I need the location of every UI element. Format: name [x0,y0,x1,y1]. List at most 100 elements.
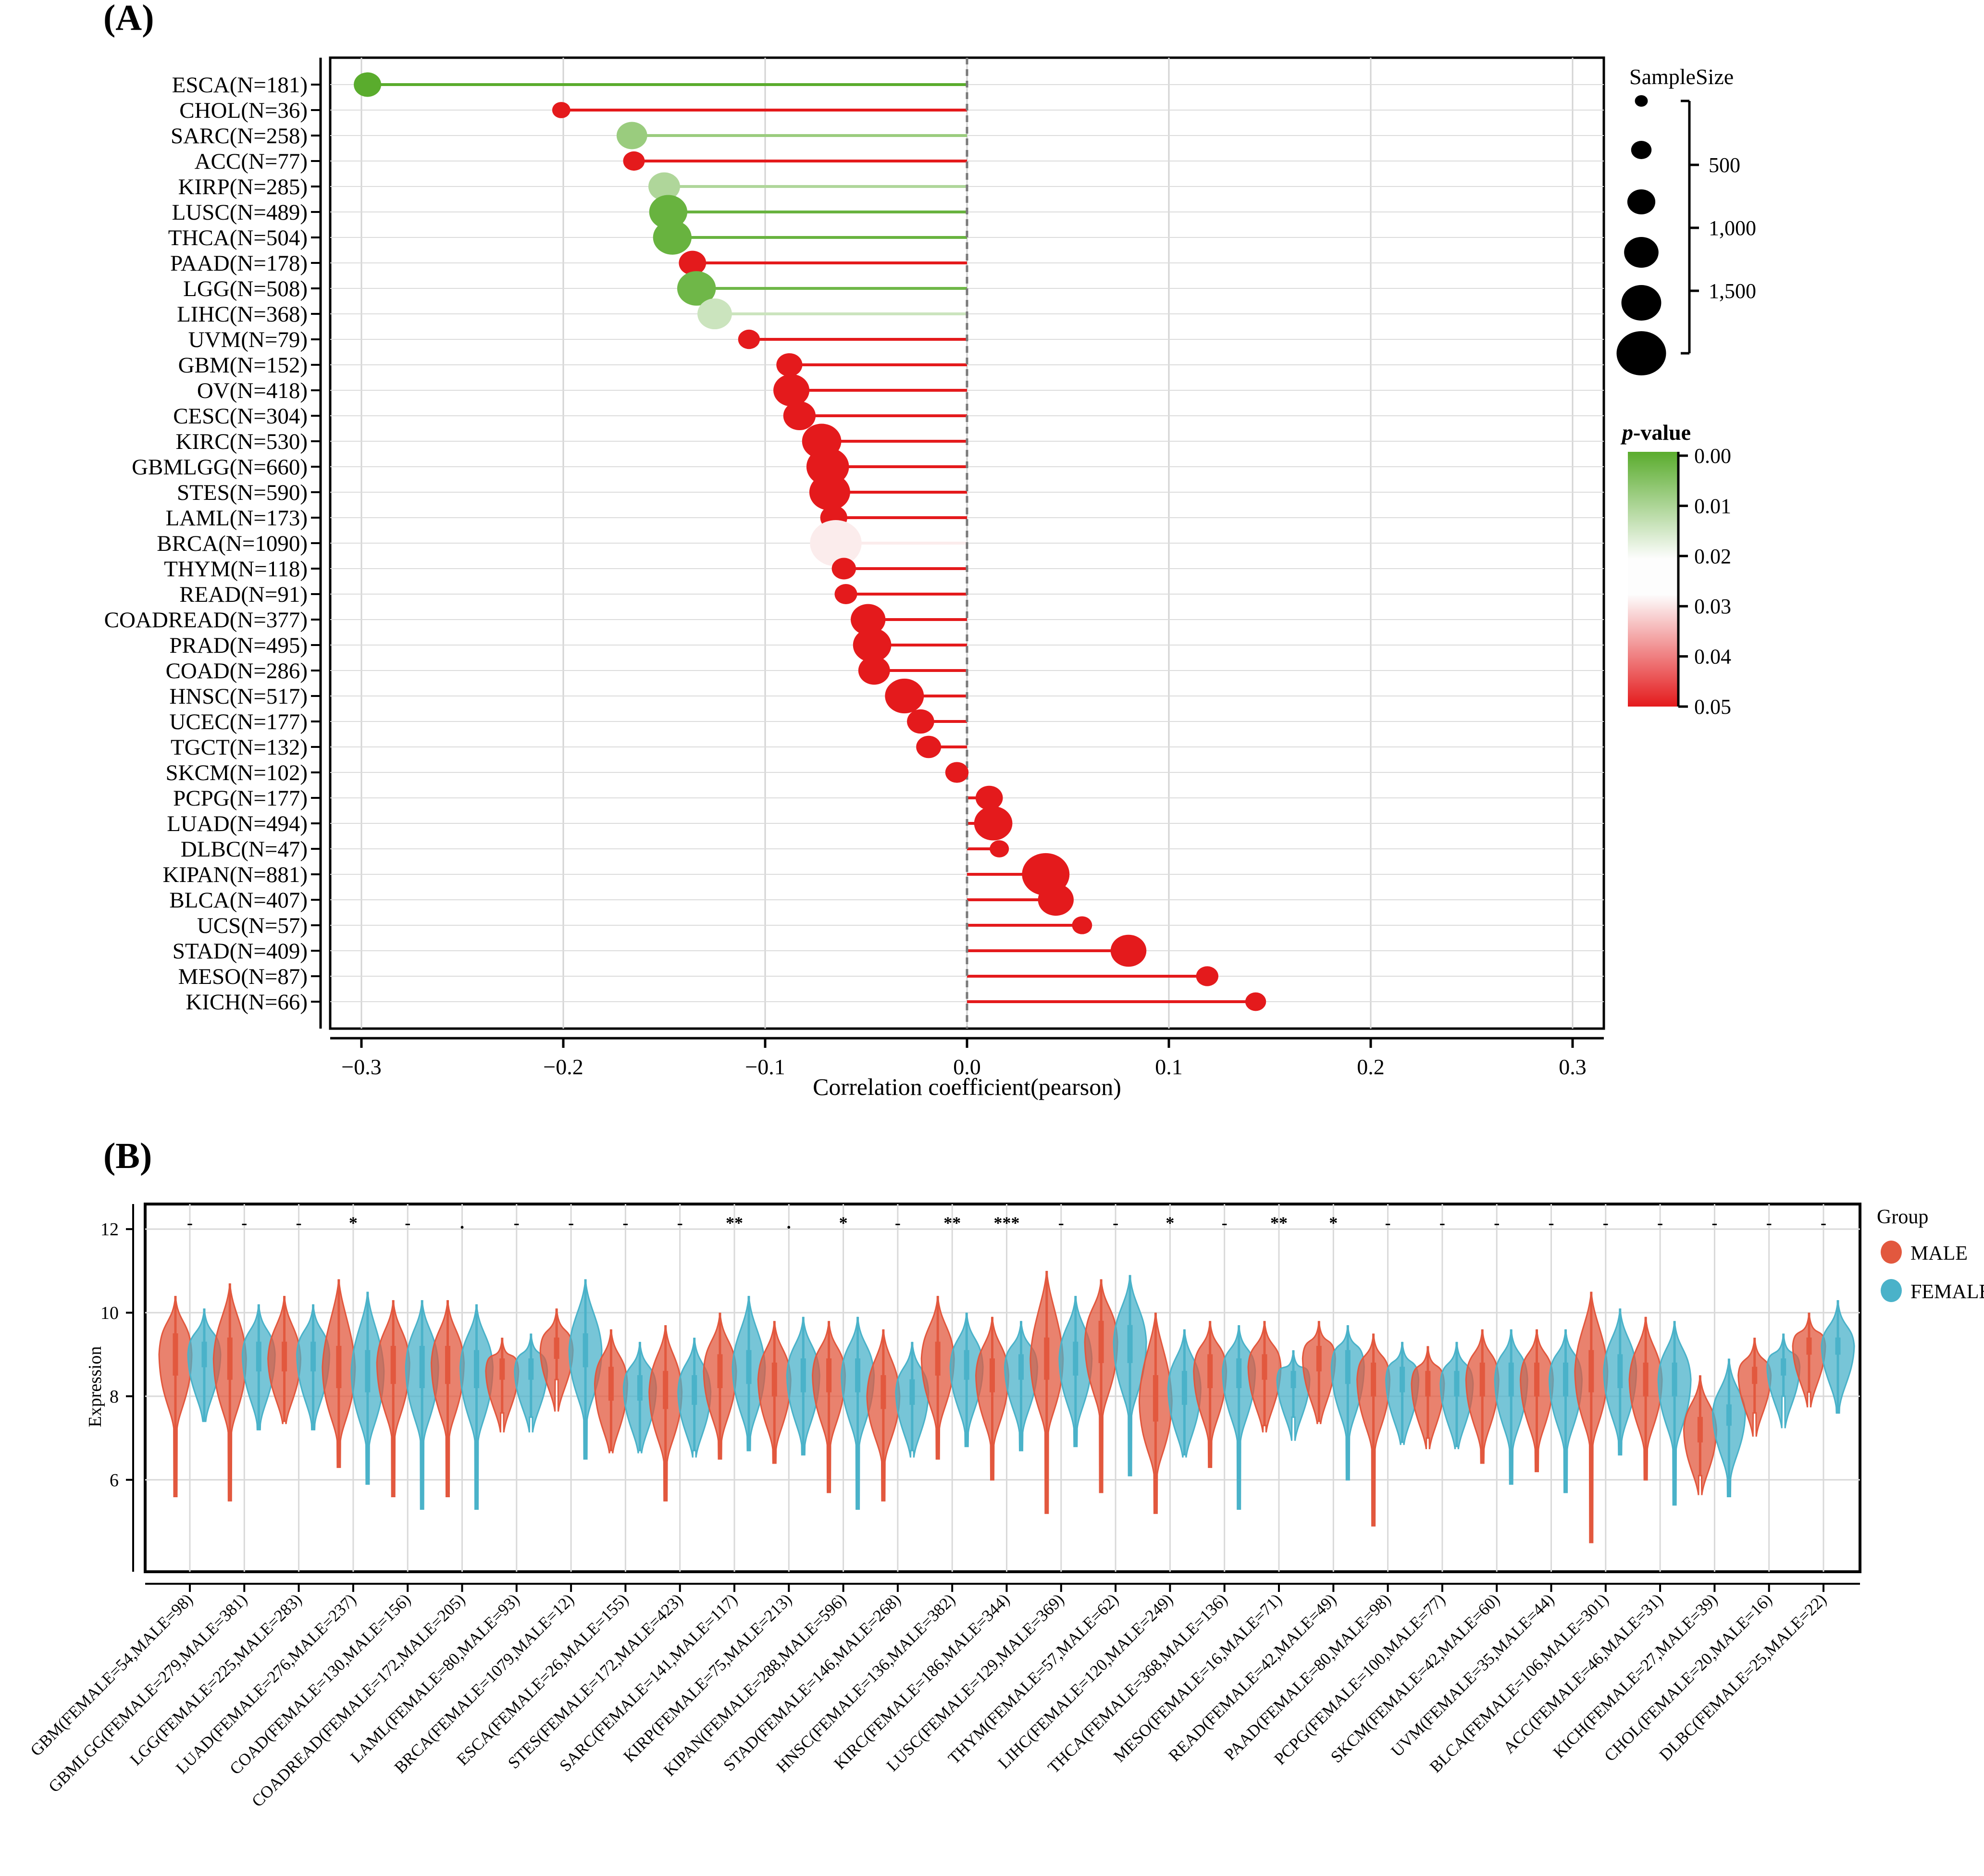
female-box [528,1358,534,1380]
lollipop-point [810,520,862,566]
female-box [310,1342,316,1372]
significance-label: - [1494,1213,1500,1232]
lollipop-point [738,329,760,349]
significance-label: . [460,1213,464,1232]
male-box [554,1337,559,1359]
female-box [1617,1354,1623,1389]
male-box [826,1358,832,1392]
significance-label: ** [1270,1213,1288,1232]
significance-label: - [1113,1213,1118,1232]
category-label: SKCM(N=102) [166,760,308,785]
significance-label: * [349,1213,358,1232]
category-label: KIRP(N=285) [178,174,308,199]
category-label: STAD(N=409) [173,939,308,964]
male-box [1479,1362,1485,1397]
female-box [909,1379,915,1405]
lollipop-point [354,72,382,97]
significance-label: - [1549,1213,1554,1232]
female-box [1345,1350,1351,1384]
sample-size-legend-title: SampleSize [1629,64,1734,89]
category-label: READ(N=91) [179,582,308,607]
y-category-labels: ESCA(N=181)CHOL(N=36)SARC(N=258)ACC(N=77… [104,73,308,1015]
female-box [474,1350,479,1389]
male-box [1098,1320,1104,1363]
category-label: STES(N=590) [177,480,308,505]
male-box [1588,1350,1594,1392]
significance-label: - [677,1213,683,1232]
lollipop-point [653,220,692,255]
male-box [1643,1362,1649,1397]
category-label: LAML(N=173) [166,506,308,531]
male-box [880,1375,886,1409]
male-box [1153,1375,1158,1422]
significance-label: * [839,1213,848,1232]
significance-label: ** [726,1213,743,1232]
male-box [227,1337,233,1380]
p-value-colorbar [1628,452,1678,707]
category-label: KICH(N=66) [186,990,308,1015]
category-label: TGCT(N=132) [171,735,308,760]
lollipop-point [853,628,892,662]
male-box [390,1346,396,1384]
male-box [935,1342,941,1376]
category-label: GBMLGG(FEMALE=279,MALE=381) [45,1590,251,1796]
lollipop-point [885,678,924,714]
category-label: DLBC(N=47) [181,837,308,862]
lollipop-point [623,151,645,171]
lollipop-point [850,604,886,635]
lollipop-point [1196,966,1219,986]
male-box [663,1371,669,1409]
x-tick-label: −0.3 [341,1055,381,1079]
x-axis-ticks: −0.3 −0.2 −0.1 0.0 0.1 0.2 0.3 [311,58,1604,1079]
y-tick-label: 10 [100,1303,119,1323]
y-tick-label: 8 [110,1387,119,1407]
male-box [499,1358,505,1380]
category-label: LUSC(N=489) [172,200,308,225]
male-box [1752,1367,1758,1384]
p-value-colorbar-ticks: 0.00 0.01 0.02 0.03 0.04 0.05 [1677,444,1731,719]
female-box [800,1358,806,1392]
p-value-text: -value [1633,420,1691,445]
category-label: COADREAD(N=377) [104,608,308,633]
female-box [1236,1358,1242,1388]
category-label: LGG(N=508) [183,276,308,301]
colorbar-tick-label: 0.05 [1694,695,1731,719]
male-box [1044,1337,1050,1380]
category-label: GBMLGG(N=660) [132,455,308,480]
significance-label: . [787,1213,791,1232]
category-label: UCS(N=57) [197,913,308,938]
x-tick-label: −0.1 [745,1055,785,1079]
female-box [692,1375,697,1405]
category-label: THCA(N=504) [168,225,308,250]
significance-label: - [405,1213,410,1232]
panel-b-label: (B) [103,1136,152,1176]
size-legend-label: 500 [1709,153,1740,177]
female-box [637,1375,643,1401]
male-box [1207,1354,1213,1389]
female-box [1563,1362,1568,1397]
lollipop-point [773,374,810,407]
significance-label: - [1821,1213,1826,1232]
lollipop-point [945,762,969,783]
size-legend-circle [1621,285,1662,321]
lollipop-point [858,656,890,685]
significance-label: - [514,1213,520,1232]
significance-label: - [1439,1213,1445,1232]
female-box [1781,1358,1786,1376]
male-box [1806,1337,1812,1355]
x-tick-label: 0.2 [1357,1055,1385,1079]
size-legend-circle [1631,141,1652,159]
lollipop-point [1110,934,1147,967]
male-box [445,1346,450,1384]
lollipop-point [697,298,732,330]
category-label: MESO(N=87) [178,964,308,989]
significance-label: ** [943,1213,961,1232]
x-axis-title: Correlation coefficient(pearson) [813,1073,1121,1100]
female-box [746,1350,752,1384]
y-tick-label: 6 [110,1470,119,1491]
x-category-labels: GBM(FEMALE=54,MALE=98)GBMLGG(FEMALE=279,… [27,1583,1860,1811]
category-label: KIPAN(N=881) [162,862,308,887]
category-label: SARC(N=258) [171,124,308,149]
lollipop-point [679,250,707,275]
